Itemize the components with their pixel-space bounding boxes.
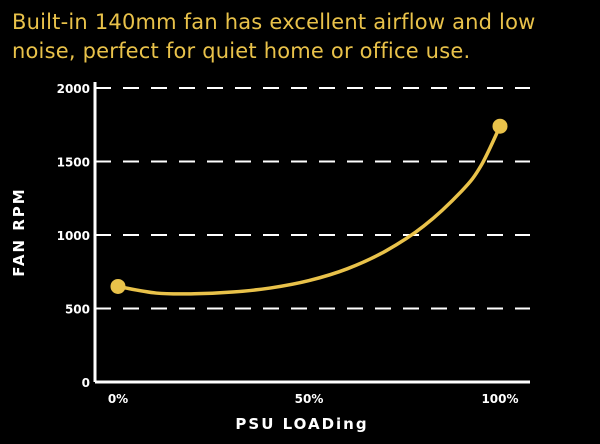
x-tick-label: 100% xyxy=(481,392,518,406)
page-title: Built-in 140mm fan has excellent airflow… xyxy=(12,10,536,63)
x-axis-label: PSU LOADing xyxy=(235,415,368,433)
x-tick-label: 50% xyxy=(295,392,324,406)
endpoint-markers xyxy=(110,118,508,294)
start-point-marker xyxy=(110,278,126,294)
y-tick-label: 500 xyxy=(65,303,90,317)
x-tick-label: 0% xyxy=(108,392,128,406)
series-line xyxy=(116,124,502,296)
y-tick-label: 1500 xyxy=(57,156,90,170)
y-tick-label: 2000 xyxy=(57,82,90,96)
y-tick-labels: 0 500 1000 1500 2000 xyxy=(57,82,90,390)
grid-lines xyxy=(95,87,530,310)
end-point-marker xyxy=(492,118,508,134)
y-axis-label: FAN RPM xyxy=(10,187,28,276)
x-tick-labels: 0% 50% 100% xyxy=(108,392,519,406)
axes xyxy=(93,82,530,384)
y-tick-label: 1000 xyxy=(57,229,90,243)
y-tick-label: 0 xyxy=(82,376,90,390)
